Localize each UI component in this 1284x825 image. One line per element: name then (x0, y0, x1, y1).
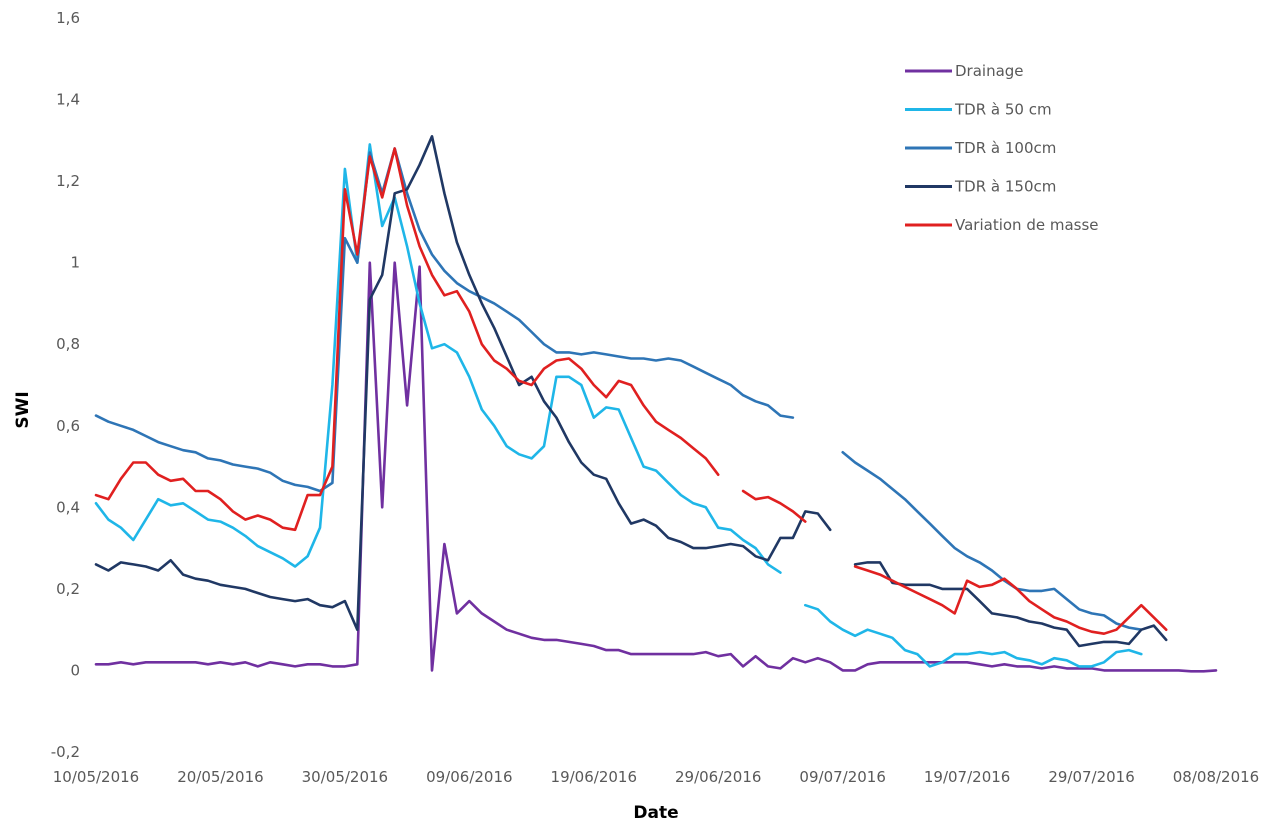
series-line (94, 147, 1168, 635)
x-tick-label: 09/06/2016 (426, 768, 512, 786)
chart-series-group (94, 135, 1218, 673)
x-tick-label: 08/08/2016 (1173, 768, 1259, 786)
x-axis-ticks: 10/05/2016 20/05/2016 30/05/2016 09/06/2016… (53, 768, 1259, 786)
legend-label: TDR à 150cm (954, 178, 1056, 196)
legend-item: Variation de masse (905, 216, 1099, 234)
x-tick-label: 19/06/2016 (551, 768, 637, 786)
legend-label: Variation de masse (955, 216, 1099, 234)
series-2 (94, 147, 1143, 631)
y-tick-label: 1,4 (56, 91, 80, 109)
x-axis-title: Date (633, 803, 678, 823)
y-tick-label: 1,6 (56, 9, 80, 27)
series-4 (94, 147, 1168, 635)
x-tick-label: 30/05/2016 (302, 768, 388, 786)
x-tick-label: 29/07/2016 (1048, 768, 1134, 786)
legend-label: TDR à 100cm (954, 139, 1056, 157)
legend-label: Drainage (955, 62, 1024, 80)
series-line (94, 143, 1143, 668)
x-tick-label: 19/07/2016 (924, 768, 1010, 786)
legend-item: TDR à 100cm (905, 139, 1056, 157)
y-tick-label: 0 (70, 661, 80, 679)
series-3 (94, 135, 1168, 648)
legend-item: TDR à 50 cm (905, 101, 1052, 119)
series-line (94, 135, 1168, 648)
y-tick-label: 0,8 (56, 335, 80, 353)
series-line (94, 261, 1218, 673)
y-tick-label: 0,6 (56, 417, 80, 435)
y-tick-label: 1,2 (56, 172, 80, 190)
series-1 (94, 143, 1143, 668)
y-tick-label: 1 (70, 254, 80, 272)
legend-label: TDR à 50 cm (954, 101, 1052, 119)
y-tick-label: 0,2 (56, 580, 80, 598)
x-tick-label: 10/05/2016 (53, 768, 139, 786)
series-line (94, 147, 1143, 631)
legend-item: Drainage (905, 62, 1024, 80)
x-tick-label: 09/07/2016 (799, 768, 885, 786)
x-tick-label: 29/06/2016 (675, 768, 761, 786)
x-tick-label: 20/05/2016 (177, 768, 263, 786)
y-tick-label: 0,4 (56, 498, 80, 516)
legend-item: TDR à 150cm (905, 178, 1056, 196)
y-axis-title: SWI (13, 391, 33, 428)
series-0 (94, 261, 1218, 673)
y-tick-label: -0,2 (51, 743, 80, 761)
legend: Drainage TDR à 50 cm TDR à 100cm TDR à 150c… (905, 62, 1099, 234)
y-axis-ticks: -0,2 0 0,2 0,4 0,6 0,8 1 1,2 1,4 1,6 (51, 9, 80, 761)
